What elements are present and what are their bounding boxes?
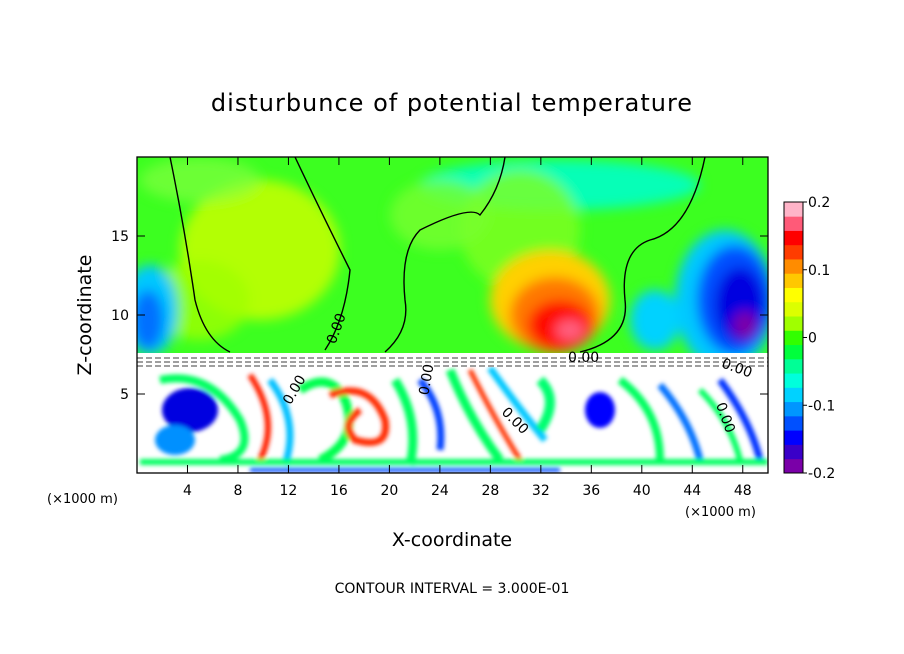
colorbar-swatch [784, 316, 803, 331]
x-tick-label: 4 [183, 483, 192, 499]
upper-field [137, 158, 768, 370]
colorbar-swatch [784, 202, 803, 217]
colorbar-swatch [784, 259, 803, 274]
contour-lines [169, 157, 706, 353]
y-axis: 5 10 15 [111, 229, 768, 403]
colorbar-swatch [784, 358, 803, 374]
x-tick-label: 8 [233, 483, 242, 499]
y-axis-units: (×1000 m) [47, 492, 118, 507]
colorbar-swatch [784, 244, 803, 260]
colorbar-tick-label: 0.2 [808, 195, 830, 211]
chart-title: disturbunce of potential temperature [211, 89, 693, 117]
colorbar-swatch [784, 344, 803, 360]
colorbar-swatch [784, 301, 803, 317]
colorbar-swatch [784, 430, 803, 445]
colorbar-swatch [784, 230, 803, 246]
x-axis: 4 8 12 16 20 24 28 32 36 40 44 48 [183, 157, 752, 499]
contour-interval-note: CONTOUR INTERVAL = 3.000E-01 [335, 581, 570, 597]
x-tick-label: 20 [380, 483, 398, 499]
colorbar: -0.2 -0.1 0 0.1 0.2 [783, 195, 835, 482]
x-tick-label: 32 [532, 483, 550, 499]
contour-label: 0.00 [568, 350, 599, 366]
y-tick-label: 10 [111, 308, 129, 324]
colorbar-swatch [784, 330, 803, 346]
colorbar-swatch [784, 415, 803, 431]
plot-area [137, 157, 768, 473]
x-tick-label: 16 [330, 483, 348, 499]
colorbar-swatch [784, 458, 803, 474]
lower-field [137, 353, 768, 473]
colorbar-swatch [784, 373, 803, 388]
x-axis-label: X-coordinate [392, 529, 512, 551]
x-tick-label: 28 [481, 483, 499, 499]
colorbar-tick-label: 0.1 [808, 263, 830, 279]
y-axis-label: Z-coordinate [74, 255, 96, 376]
y-tick-label: 5 [120, 387, 129, 403]
contour-label: 0.00 [416, 363, 437, 396]
x-axis-units: (×1000 m) [685, 505, 756, 520]
colorbar-tick-label: -0.1 [808, 398, 835, 414]
colorbar-swatch [784, 444, 803, 460]
x-tick-label: 48 [734, 483, 752, 499]
colorbar-tick-label: 0 [808, 331, 817, 347]
colorbar-swatch [784, 287, 803, 303]
colorbar-swatch [784, 387, 803, 403]
x-tick-label: 44 [683, 483, 701, 499]
colorbar-tick-label: -0.2 [808, 466, 835, 482]
x-tick-label: 36 [582, 483, 600, 499]
x-tick-label: 40 [633, 483, 651, 499]
y-tick-label: 15 [111, 229, 129, 245]
x-tick-label: 12 [280, 483, 298, 499]
colorbar-swatch [784, 401, 803, 417]
x-tick-label: 24 [431, 483, 449, 499]
colorbar-swatch [784, 273, 803, 288]
colorbar-swatch [784, 216, 803, 231]
